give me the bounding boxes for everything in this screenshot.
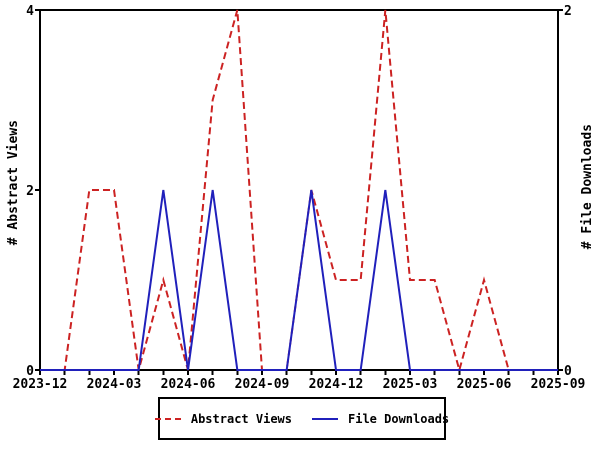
x-tick-label: 2023-12	[13, 377, 68, 392]
plot-border	[39, 9, 559, 371]
x-tick-label: 2024-09	[235, 377, 290, 392]
file-downloads-line-sample	[312, 417, 338, 420]
x-tick-label: 2025-03	[383, 377, 438, 392]
left-axis-title: # Abstract Views	[6, 120, 21, 246]
right-axis-title: # File Downloads	[580, 124, 595, 250]
right-y-tick-label: 0	[564, 364, 572, 379]
abstract-views-line	[40, 9, 558, 374]
right-y-tick-label: 2	[564, 4, 572, 19]
legend: Abstract Views File Downloads	[154, 397, 450, 440]
file-downloads-line	[40, 189, 558, 371]
legend-label-abstract-views: Abstract Views	[190, 411, 292, 426]
x-tick-label: 2024-03	[87, 377, 142, 392]
left-y-tick-label: 2	[26, 184, 34, 199]
x-tick-label: 2024-06	[161, 377, 216, 392]
legend-label-file-downloads: File Downloads	[348, 411, 450, 426]
abstract-views-line-sample	[154, 417, 181, 420]
left-y-tick-label: 0	[26, 364, 34, 379]
x-tick-label: 2025-09	[531, 377, 586, 392]
x-tick-label: 2025-06	[457, 377, 512, 392]
left-y-tick-label: 4	[26, 4, 34, 19]
x-tick-label: 2024-12	[309, 377, 364, 392]
